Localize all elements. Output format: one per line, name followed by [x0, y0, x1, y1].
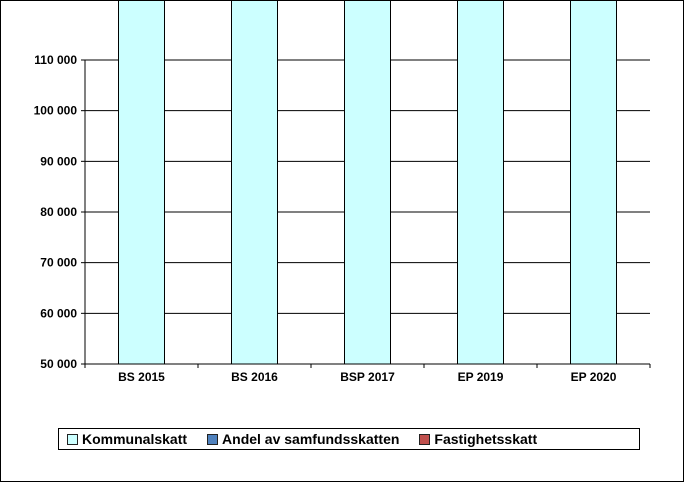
- bar-kommunalskatt-bs-2015: [118, 1, 165, 365]
- x-tick-label-bs-2015: BS 2015: [118, 370, 165, 384]
- stacked-bar-chart: 50 000 60 000 70 000 80 000 90 000 100 000 110…: [34, 1, 651, 384]
- tick-labels: 50 000 60 000 70 000 80 000 90 000 100 000 110…: [34, 53, 617, 384]
- bar-kommunalskatt-ep-2019: [457, 1, 504, 365]
- bar-kommunalskatt-ep-2020: [570, 1, 617, 365]
- y-tick-label-3: 80 000: [40, 205, 77, 219]
- legend-swatch-fastighetsskatt: [419, 433, 431, 445]
- legend-swatch-andel-av-samfundsskatten: [207, 433, 219, 445]
- y-tick-label-6: 110 000: [34, 53, 77, 67]
- legend-swatch-kommunalskatt: [67, 433, 78, 445]
- legend-label-andel-av-samfundsskatten: Andel av samfundsskatten: [222, 431, 400, 447]
- legend-item-andel-av-samfundsskatten: Andel av samfundsskatten: [207, 431, 399, 447]
- legend: Kommunalskatt Andel av samfundsskatten F…: [58, 428, 640, 450]
- x-tick-label-ep-2020: EP 2020: [571, 370, 617, 384]
- x-tick-label-ep-2019: EP 2019: [458, 370, 504, 384]
- x-tick-label-bs-2016: BS 2016: [231, 370, 278, 384]
- legend-item-kommunalskatt: Kommunalskatt: [67, 431, 187, 447]
- y-tick-label-0: 50 000: [40, 357, 77, 371]
- legend-label-kommunalskatt: Kommunalskatt: [82, 431, 188, 447]
- axes: [81, 59, 651, 368]
- legend-label-fastighetsskatt: Fastighetsskatt: [434, 431, 538, 447]
- y-tick-label-5: 100 000: [34, 104, 78, 118]
- y-tick-label-1: 60 000: [40, 306, 77, 320]
- y-tick-label-4: 90 000: [40, 154, 77, 168]
- bar-kommunalskatt-bsp-2017: [344, 1, 391, 365]
- bars: [118, 1, 617, 365]
- y-tick-label-2: 70 000: [40, 256, 77, 270]
- bar-kommunalskatt-bs-2016: [231, 1, 278, 365]
- x-tick-label-bsp-2017: BSP 2017: [340, 370, 395, 384]
- legend-item-fastighetsskatt: Fastighetsskatt: [419, 431, 537, 447]
